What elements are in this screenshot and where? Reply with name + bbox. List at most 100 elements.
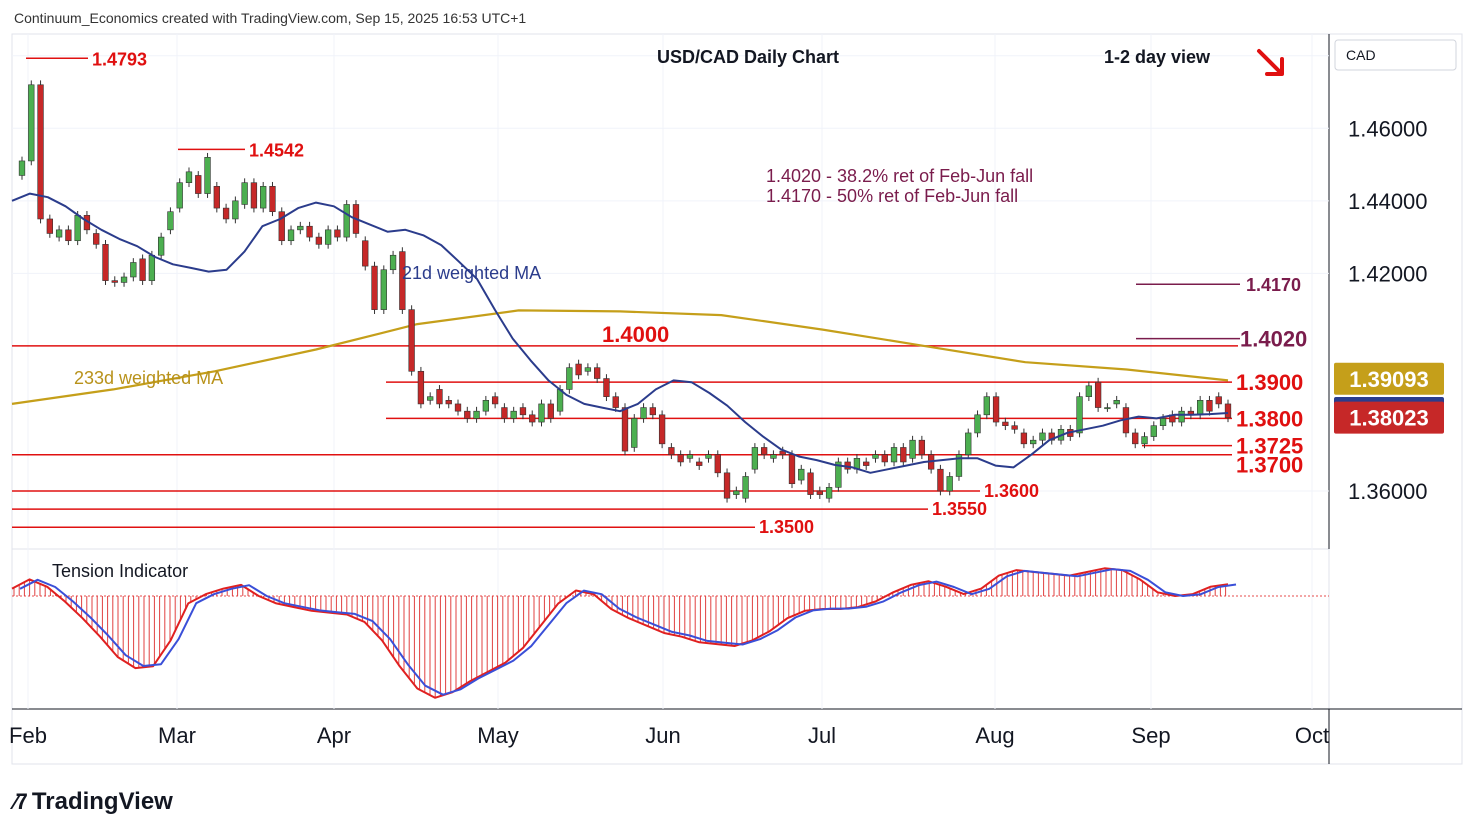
candle-body bbox=[37, 84, 44, 220]
ma233-polyline bbox=[11, 309, 1229, 405]
price-badge: 1.38023 bbox=[1334, 401, 1444, 434]
candle bbox=[612, 392, 619, 412]
candle-body bbox=[816, 490, 823, 495]
candle-body bbox=[510, 410, 517, 419]
candle bbox=[872, 450, 879, 463]
candle-body bbox=[733, 490, 740, 495]
candle-body bbox=[992, 396, 1000, 423]
time-tick: Oct bbox=[1295, 723, 1329, 748]
candle-body bbox=[955, 454, 963, 477]
candle-body bbox=[807, 472, 814, 495]
candle-body bbox=[362, 240, 369, 267]
candle-body bbox=[65, 229, 72, 242]
candle bbox=[529, 410, 536, 427]
candle bbox=[232, 196, 239, 224]
candle-body bbox=[918, 439, 926, 456]
ma21-label: 21d weighted MA bbox=[402, 263, 541, 283]
candle-body bbox=[157, 236, 165, 256]
candle bbox=[1215, 392, 1222, 409]
candle bbox=[1104, 403, 1111, 412]
candle bbox=[677, 450, 684, 467]
candle bbox=[1132, 428, 1139, 449]
candle bbox=[853, 453, 861, 474]
candle-body bbox=[760, 447, 768, 456]
candle bbox=[1206, 395, 1213, 416]
candle bbox=[37, 80, 44, 224]
candle bbox=[464, 406, 471, 423]
candle bbox=[631, 414, 638, 452]
candle-body bbox=[788, 454, 796, 485]
candle-body bbox=[195, 175, 202, 194]
level-label: 1.3900 bbox=[1236, 370, 1303, 395]
candle-body bbox=[111, 280, 118, 283]
candle-body bbox=[900, 447, 907, 463]
candle-body bbox=[130, 262, 137, 278]
candle bbox=[705, 450, 712, 463]
candle bbox=[473, 406, 480, 423]
price-tick: 1.36000 bbox=[1348, 479, 1428, 504]
candle bbox=[1002, 417, 1009, 431]
candle-body bbox=[232, 200, 239, 220]
candle bbox=[389, 250, 397, 275]
candle bbox=[1094, 377, 1102, 412]
candle bbox=[65, 225, 72, 246]
candle-body bbox=[584, 367, 592, 372]
candle bbox=[306, 221, 313, 242]
candle-body bbox=[566, 367, 573, 390]
candle-body bbox=[1150, 425, 1157, 437]
tension-signal-line bbox=[19, 568, 1237, 696]
candle-body bbox=[705, 454, 712, 459]
candle-body bbox=[974, 414, 981, 434]
candle-body bbox=[1197, 400, 1204, 416]
candle bbox=[46, 214, 53, 238]
candle-body bbox=[278, 211, 285, 242]
candle-body bbox=[445, 400, 452, 405]
candle bbox=[1039, 428, 1046, 445]
candle bbox=[204, 152, 211, 198]
candle-body bbox=[380, 269, 387, 310]
candle bbox=[28, 80, 35, 166]
candle-body bbox=[222, 207, 230, 220]
brand-name: TradingView bbox=[31, 788, 173, 815]
candle bbox=[1224, 399, 1232, 423]
price-badge-label: 1.38023 bbox=[1349, 406, 1429, 431]
candle-body bbox=[102, 244, 109, 281]
candle-body bbox=[491, 396, 499, 405]
candle bbox=[983, 392, 990, 420]
candle bbox=[399, 247, 406, 314]
candle-body bbox=[621, 407, 629, 452]
candle-body bbox=[315, 236, 323, 245]
candle bbox=[603, 374, 610, 402]
candle bbox=[798, 464, 805, 485]
candlestick-series bbox=[18, 80, 1232, 503]
candle-body bbox=[1141, 436, 1148, 445]
candle-body bbox=[213, 186, 220, 209]
candle bbox=[250, 178, 258, 213]
candle-body bbox=[631, 418, 638, 448]
currency-button[interactable]: CAD bbox=[1334, 39, 1457, 71]
candle-body bbox=[1104, 407, 1111, 410]
candle bbox=[167, 207, 174, 235]
candle bbox=[835, 457, 842, 492]
candle bbox=[918, 435, 926, 460]
candle-body bbox=[742, 476, 749, 499]
candle-body bbox=[297, 225, 304, 231]
time-tick: May bbox=[477, 723, 519, 748]
candle-body bbox=[965, 432, 972, 456]
support-resistance-levels: 1.4793 1.4542 1.4000 1.3900 1.3800 1.37251.37… bbox=[12, 49, 1307, 537]
candle-body bbox=[538, 403, 545, 423]
candle-body bbox=[241, 182, 248, 205]
candle bbox=[575, 359, 582, 380]
candle bbox=[594, 363, 601, 383]
candle bbox=[807, 468, 814, 499]
tradingview-brand[interactable]: ⁄7 TradingView bbox=[14, 788, 173, 816]
time-axis: Feb Mar Apr May Jun Jul Aug Sep Oct bbox=[9, 723, 1329, 748]
candle bbox=[955, 450, 963, 481]
candle bbox=[909, 435, 916, 463]
candle-body bbox=[909, 439, 916, 459]
annotation-38-2: 1.4020 - 38.2% ret of Feb-Jun fall bbox=[766, 166, 1033, 186]
usdcad-chart[interactable]: 1.4793 1.4542 1.4000 1.3900 1.3800 1.37251.37… bbox=[0, 0, 1474, 770]
chart-title: USD/CAD Daily Chart bbox=[657, 47, 839, 67]
candle bbox=[733, 486, 740, 499]
candle bbox=[668, 443, 675, 460]
